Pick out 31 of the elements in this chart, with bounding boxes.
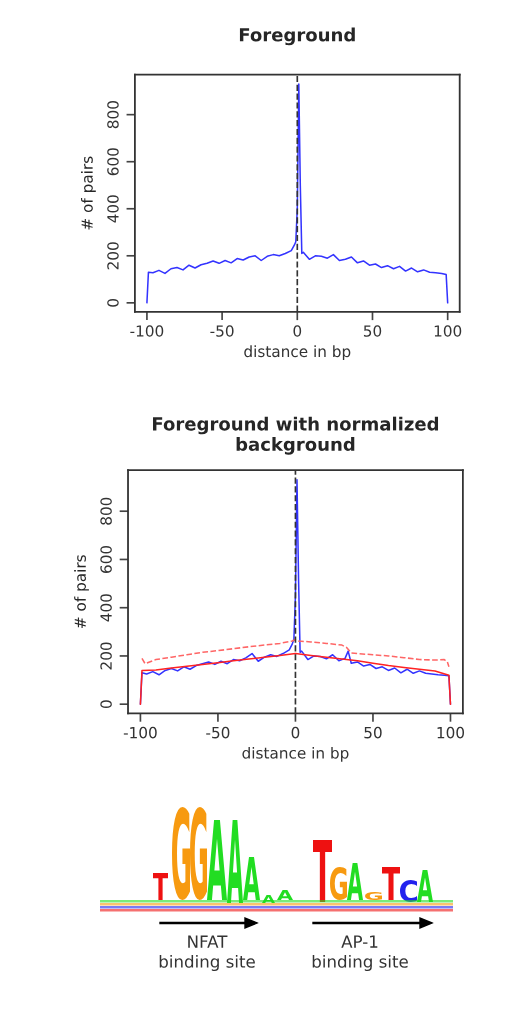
- x-tick-label: 100: [437, 726, 465, 739]
- line-series: [146, 83, 449, 304]
- y-tick-label: 800: [107, 101, 119, 129]
- y-axis-title: # of pairs: [81, 156, 96, 230]
- x-tick-label: 100: [434, 325, 462, 337]
- y-tick-label: 600: [107, 148, 119, 176]
- x-axis-title: distance in bp: [242, 746, 349, 762]
- x-tick-label: -100: [130, 325, 164, 337]
- line-series: [141, 638, 450, 668]
- x-tick-label: 0: [293, 325, 302, 337]
- y-axis-title: # of pairs: [74, 555, 89, 628]
- x-tick-label: -50: [206, 726, 230, 739]
- y-tick-label: 800: [100, 497, 112, 525]
- y-tick-label: 600: [100, 545, 112, 573]
- x-axis-title: distance in bp: [244, 345, 351, 361]
- chart-title: Foreground with normalized background: [153, 416, 439, 455]
- y-tick-label: 200: [100, 642, 112, 670]
- chart-title: Foreground: [239, 27, 355, 46]
- x-tick-label: 50: [364, 726, 382, 739]
- x-tick-label: 50: [363, 325, 382, 337]
- text: NFAT binding site: [159, 935, 255, 972]
- line-series: [139, 652, 452, 705]
- y-tick-label: 0: [100, 700, 112, 709]
- text: AP-1 binding site: [312, 935, 408, 972]
- x-tick-label: -50: [210, 325, 234, 337]
- y-tick-label: 200: [107, 242, 119, 270]
- x-tick-label: 0: [291, 726, 300, 739]
- y-tick-label: 0: [107, 299, 119, 307]
- y-tick-label: 400: [100, 594, 112, 622]
- x-tick-label: -100: [123, 726, 157, 739]
- y-tick-label: 400: [107, 195, 119, 223]
